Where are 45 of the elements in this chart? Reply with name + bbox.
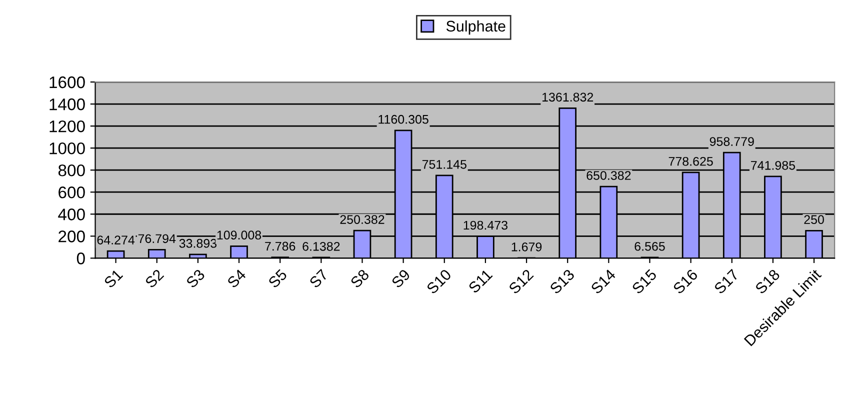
x-tick-label: S12 <box>508 268 534 295</box>
data-label: 250 <box>804 215 824 224</box>
x-tick-label: S8 <box>350 268 370 289</box>
data-label: 33.893 <box>179 238 217 248</box>
data-label: 778.625 <box>668 156 713 166</box>
x-tick-label: S4 <box>226 268 247 289</box>
data-label: 1361.832 <box>542 92 594 102</box>
y-tick-label: 400 <box>58 208 85 220</box>
data-label: 1160.305 <box>378 114 428 124</box>
x-tick-label: S10 <box>426 268 452 295</box>
data-label: 6.565 <box>634 242 665 251</box>
y-tick-label: 200 <box>58 230 85 242</box>
y-tick-label: 1600 <box>50 76 85 88</box>
x-tick-label: S3 <box>186 268 206 289</box>
x-tick-label: S14 <box>590 268 616 295</box>
x-tick-label: S18 <box>754 268 780 295</box>
y-tick-label: 1400 <box>50 98 85 110</box>
x-tick-label: S16 <box>672 268 698 295</box>
x-tick-label: S9 <box>390 268 411 289</box>
data-label: 1.679 <box>512 242 542 252</box>
x-tick-label: S2 <box>144 268 164 289</box>
data-label: 650.382 <box>586 171 631 180</box>
y-tick-label: 0 <box>76 252 85 264</box>
data-label: 109.008 <box>217 230 262 240</box>
x-tick-label: S11 <box>468 268 493 294</box>
x-tick-label: S7 <box>308 268 329 289</box>
data-label: 76.794 <box>138 234 176 244</box>
data-label: 751.145 <box>422 160 466 169</box>
y-tick-label: 1000 <box>50 142 85 154</box>
y-tick-label: 800 <box>58 164 85 176</box>
data-label: 958.779 <box>710 137 754 146</box>
data-label: 741.985 <box>751 160 796 170</box>
x-tick-label: S15 <box>631 268 658 295</box>
x-tick-label: S13 <box>549 268 576 295</box>
data-label: 7.786 <box>265 242 296 251</box>
data-label: 6.1382 <box>302 242 340 251</box>
x-tick-label: S17 <box>713 268 740 295</box>
data-label: 64.274 <box>97 236 135 244</box>
legend-label: Sulphate <box>446 20 506 35</box>
x-tick-label: S5 <box>268 268 288 289</box>
y-tick-label: 1200 <box>50 120 85 132</box>
y-tick-label: 600 <box>58 186 85 198</box>
data-label: 198.473 <box>464 220 508 230</box>
x-tick-label: S1 <box>103 268 124 289</box>
data-label: 250.382 <box>340 215 384 224</box>
